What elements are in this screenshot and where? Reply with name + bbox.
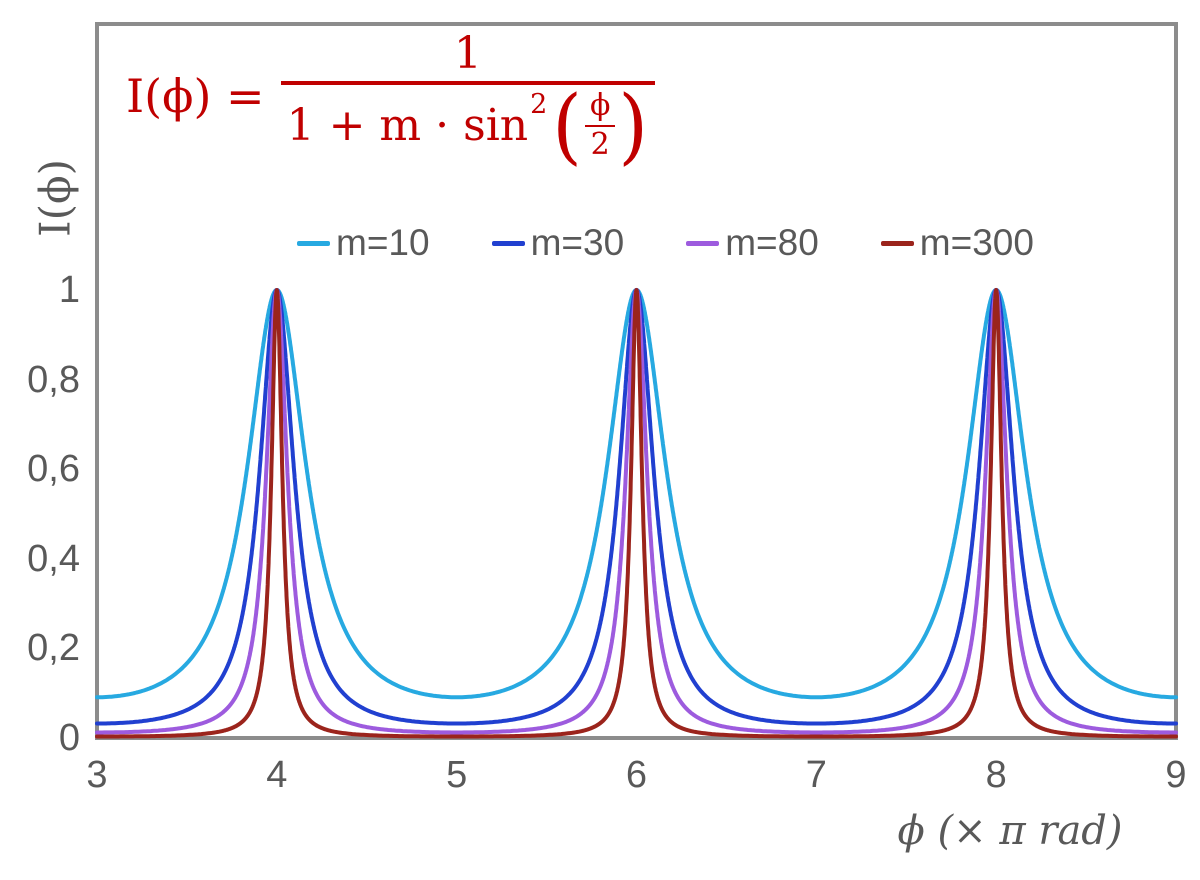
legend-label: m=10	[336, 222, 430, 263]
formula-denominator: 1 + m · sin 2 ( ϕ 2 )	[281, 77, 655, 174]
legend-item-m80: m=80	[686, 222, 819, 264]
plot-frame	[95, 22, 1178, 740]
formula-fraction: 1 1 + m · sin 2 ( ϕ 2 )	[280, 28, 656, 174]
x-tick-label: 4	[266, 754, 288, 796]
y-tick-label: 0	[58, 717, 80, 759]
denominator-text: 1 + m · sin	[286, 100, 529, 152]
x-tick-label: 3	[86, 754, 108, 796]
legend-label: m=30	[530, 222, 625, 263]
curve-m80	[95, 288, 1178, 735]
y-tick-label: 0,4	[27, 537, 80, 580]
x-axis-title: ϕ (× π rad)	[897, 808, 1123, 854]
x-tick-label: 9	[1165, 754, 1187, 796]
x-tick-label: 7	[805, 754, 827, 796]
plot-area	[95, 22, 1178, 740]
legend-swatch	[491, 240, 525, 246]
legend-item-m30: m=30	[491, 222, 625, 264]
y-tick-label: 1	[58, 269, 80, 311]
x-tick-label: 5	[446, 754, 468, 796]
denominator-exponent: 2	[530, 88, 548, 120]
legend-swatch	[880, 240, 914, 246]
formula-lhs: I(ϕ) =	[126, 69, 265, 124]
open-paren: (	[552, 77, 582, 174]
legend-swatch	[686, 240, 720, 246]
legend-swatch	[297, 240, 330, 246]
formula: I(ϕ) = 1 1 + m · sin 2 ( ϕ 2 )	[126, 28, 656, 174]
legend-item-m10: m=10	[297, 222, 430, 264]
legend-label: m=80	[725, 222, 819, 263]
y-tick-label: 0,6	[27, 448, 80, 491]
curve-m30	[95, 288, 1178, 726]
x-tick-label: 6	[625, 754, 648, 796]
y-tick-label: 0,2	[27, 627, 80, 670]
y-axis-title: I(ϕ)	[30, 159, 80, 237]
legend-item-m300: m=300	[880, 222, 1034, 264]
formula-numerator: 1	[453, 28, 482, 79]
y-tick-label: 0,8	[27, 358, 80, 401]
inner-fraction-denominator: 2	[590, 127, 610, 163]
curve-m300	[95, 288, 1178, 739]
fraction-bar	[280, 81, 656, 85]
inner-fraction-numerator: ϕ	[584, 88, 616, 128]
close-paren: )	[618, 77, 649, 174]
x-tick-label: 8	[985, 754, 1007, 796]
legend: m=10 m=30 m=80 m=300	[297, 222, 1034, 264]
inner-fraction: ϕ 2	[584, 88, 616, 163]
legend-label: m=300	[919, 222, 1034, 263]
